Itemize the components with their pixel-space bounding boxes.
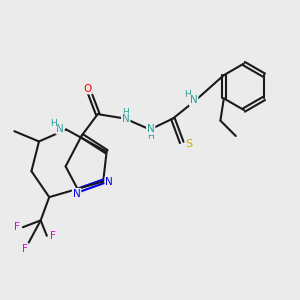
Text: H: H bbox=[50, 119, 57, 128]
Text: N: N bbox=[190, 95, 198, 106]
Text: F: F bbox=[50, 231, 56, 241]
Text: N: N bbox=[73, 189, 80, 199]
Text: H: H bbox=[147, 132, 154, 141]
Text: F: F bbox=[22, 244, 28, 254]
Text: S: S bbox=[186, 139, 193, 149]
Text: N: N bbox=[122, 114, 130, 124]
Text: H: H bbox=[122, 108, 129, 117]
Text: O: O bbox=[84, 83, 92, 94]
Text: N: N bbox=[147, 124, 154, 134]
Text: F: F bbox=[14, 222, 20, 232]
Text: N: N bbox=[106, 177, 113, 187]
Text: N: N bbox=[56, 124, 64, 134]
Text: H: H bbox=[184, 90, 191, 99]
